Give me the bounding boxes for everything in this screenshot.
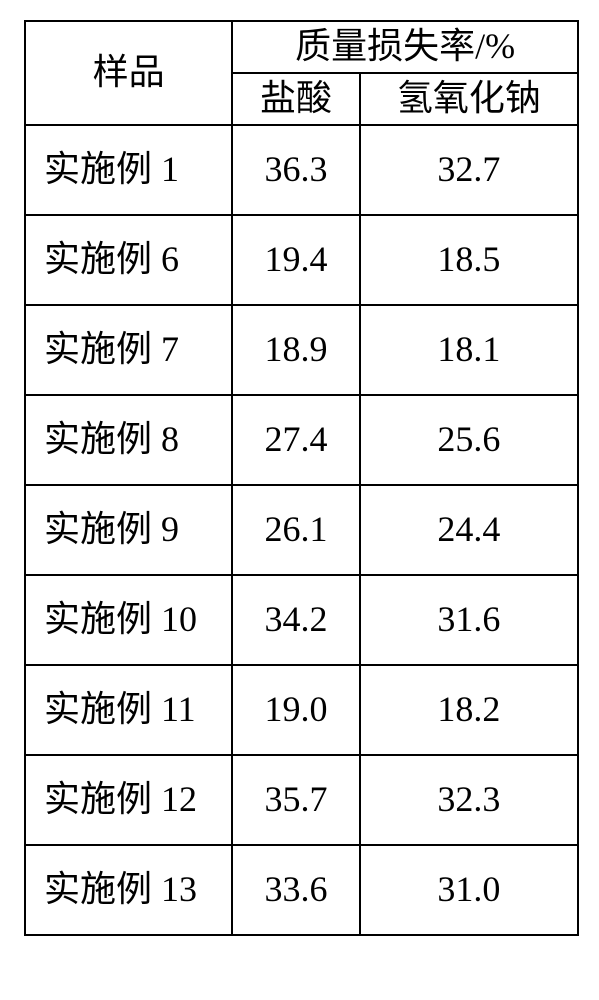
table-row: 实施例 1 36.3 32.7 (25, 125, 578, 215)
col-header-acid-label: 盐酸 (260, 78, 332, 118)
cell-acid: 19.0 (232, 665, 360, 755)
table-header: 样品 质量损失率/% 盐酸 氢氧化钠 (25, 21, 578, 125)
cell-sample-text: 实施例 9 (44, 509, 179, 549)
table-row: 实施例 13 33.6 31.0 (25, 845, 578, 935)
cell-acid: 19.4 (232, 215, 360, 305)
cell-sample: 实施例 11 (25, 665, 232, 755)
cell-sample: 实施例 7 (25, 305, 232, 395)
cell-sample-text: 实施例 6 (44, 239, 179, 279)
col-header-base: 氢氧化钠 (360, 73, 578, 125)
mass-loss-table-container: 样品 质量损失率/% 盐酸 氢氧化钠 实施例 1 36.3 32.7 (0, 0, 599, 956)
cell-base: 18.1 (360, 305, 578, 395)
cell-base: 25.6 (360, 395, 578, 485)
cell-acid: 36.3 (232, 125, 360, 215)
cell-acid: 27.4 (232, 395, 360, 485)
cell-sample: 实施例 6 (25, 215, 232, 305)
cell-base: 18.5 (360, 215, 578, 305)
cell-sample: 实施例 1 (25, 125, 232, 215)
table-row: 实施例 7 18.9 18.1 (25, 305, 578, 395)
cell-sample: 实施例 10 (25, 575, 232, 665)
cell-sample-text: 实施例 11 (44, 689, 196, 729)
cell-sample: 实施例 8 (25, 395, 232, 485)
table-row: 实施例 11 19.0 18.2 (25, 665, 578, 755)
col-header-acid: 盐酸 (232, 73, 360, 125)
cell-sample-text: 实施例 7 (44, 329, 179, 369)
cell-sample: 实施例 13 (25, 845, 232, 935)
mass-loss-table: 样品 质量损失率/% 盐酸 氢氧化钠 实施例 1 36.3 32.7 (24, 20, 579, 936)
col-header-group-label: 质量损失率/% (295, 26, 515, 66)
cell-acid: 34.2 (232, 575, 360, 665)
col-header-sample-label: 样品 (93, 52, 165, 92)
cell-sample-text: 实施例 12 (44, 779, 197, 819)
cell-acid: 26.1 (232, 485, 360, 575)
cell-acid: 18.9 (232, 305, 360, 395)
cell-acid: 33.6 (232, 845, 360, 935)
table-row: 实施例 10 34.2 31.6 (25, 575, 578, 665)
col-header-sample: 样品 (25, 21, 232, 125)
table-row: 实施例 6 19.4 18.5 (25, 215, 578, 305)
cell-sample: 实施例 9 (25, 485, 232, 575)
table-row: 实施例 8 27.4 25.6 (25, 395, 578, 485)
cell-base: 18.2 (360, 665, 578, 755)
cell-sample-text: 实施例 1 (44, 149, 179, 189)
cell-base: 24.4 (360, 485, 578, 575)
col-header-base-label: 氢氧化钠 (397, 78, 541, 118)
table-body: 实施例 1 36.3 32.7 实施例 6 19.4 18.5 实施例 7 18… (25, 125, 578, 935)
cell-acid: 35.7 (232, 755, 360, 845)
cell-sample-text: 实施例 10 (44, 599, 197, 639)
cell-sample: 实施例 12 (25, 755, 232, 845)
cell-base: 31.6 (360, 575, 578, 665)
cell-base: 32.3 (360, 755, 578, 845)
table-row: 实施例 9 26.1 24.4 (25, 485, 578, 575)
col-header-group-lossrate: 质量损失率/% (232, 21, 578, 73)
table-row: 实施例 12 35.7 32.3 (25, 755, 578, 845)
cell-sample-text: 实施例 8 (44, 419, 179, 459)
cell-base: 31.0 (360, 845, 578, 935)
cell-base: 32.7 (360, 125, 578, 215)
cell-sample-text: 实施例 13 (44, 869, 197, 909)
